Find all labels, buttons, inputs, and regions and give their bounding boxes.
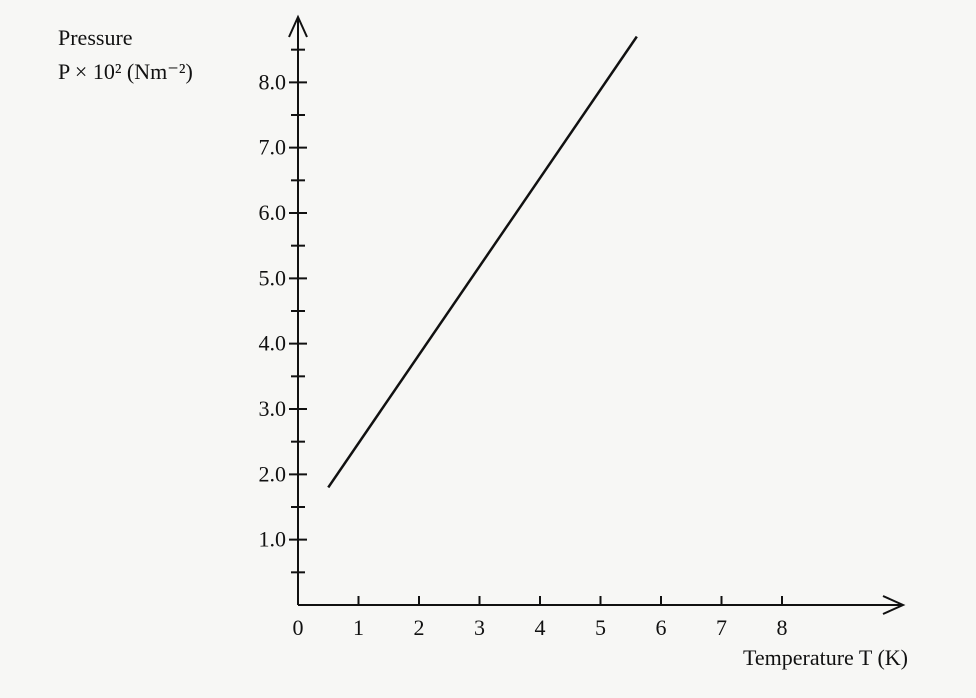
x-tick-label: 5 [595, 615, 606, 640]
y-tick-label: 1.0 [259, 527, 287, 552]
x-tick-label: 2 [414, 615, 425, 640]
y-tick-label: 5.0 [259, 265, 287, 290]
y-tick-label: 6.0 [259, 200, 287, 225]
y-tick-label: 8.0 [259, 69, 287, 94]
x-tick-label: 8 [777, 615, 788, 640]
y-axis-label: P × 10² (Nm⁻²) [58, 59, 193, 84]
y-tick-label: 3.0 [259, 396, 287, 421]
x-tick-label: 3 [474, 615, 485, 640]
x-axis-label: Temperature T (K) [743, 645, 908, 670]
y-tick-label: 4.0 [259, 331, 287, 356]
y-axis-label: Pressure [58, 25, 133, 50]
data-line [327, 35, 638, 489]
x-tick-label: 6 [656, 615, 667, 640]
x-tick-label: 4 [535, 615, 546, 640]
x-tick-label: 1 [353, 615, 364, 640]
y-tick-label: 2.0 [259, 461, 287, 486]
y-tick-label: 7.0 [259, 135, 287, 160]
x-tick-label: 7 [716, 615, 727, 640]
x-tick-label: 0 [293, 615, 304, 640]
